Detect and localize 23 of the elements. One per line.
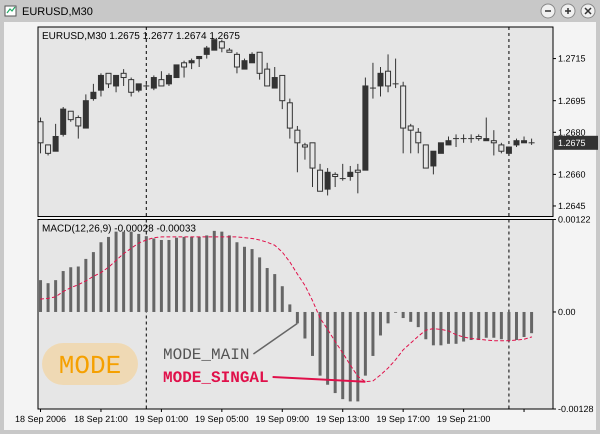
- x-tick-label: 19 Sep 13:00: [316, 414, 370, 424]
- y-tick-label: 1.2660: [558, 170, 586, 180]
- x-tick-label: 18 Sep 21:00: [74, 414, 128, 424]
- y-tick-label: 0.00: [558, 307, 576, 318]
- x-tick-label: 19 Sep 01:00: [134, 414, 188, 424]
- annotation: MODE_SINGAL: [163, 369, 269, 387]
- y-tick-label: 0.00122: [558, 214, 591, 225]
- y-tick-label: 1.2715: [558, 54, 586, 64]
- x-tick-label: 19 Sep 05:00: [195, 414, 249, 424]
- chart-title: MACD(12,26,9) -0.00028 -0.00033: [42, 224, 196, 234]
- annotation: MODE_MAIN: [163, 346, 250, 364]
- y-tick-label: 1.2645: [558, 201, 586, 212]
- text: 1.2675: [558, 138, 586, 148]
- x-tick-label: 19 Sep 21:00: [436, 414, 490, 424]
- y-tick-label: 1.2695: [558, 96, 586, 106]
- chart-title: EURUSD,M30: [22, 6, 93, 18]
- x-tick-label: 19 Sep 09:00: [255, 414, 310, 424]
- annotation: MODE: [58, 351, 122, 381]
- y-tick-label: -0.00128: [558, 404, 594, 414]
- chart-subtitle: EURUSD,M30 1.2675 1.2677 1.2674 1.2675: [42, 31, 240, 42]
- y-tick-label: 1.2680: [558, 127, 586, 138]
- x-tick-label: 18 Sep 2006: [14, 414, 66, 424]
- x-tick-label: 19 Sep 17:00: [376, 414, 430, 424]
